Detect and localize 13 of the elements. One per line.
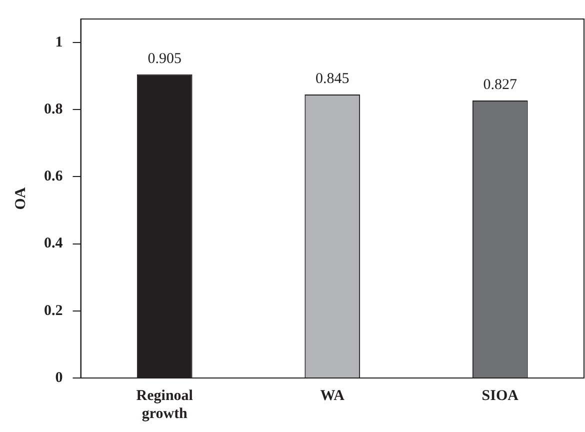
y-tick-label: 0.6 <box>44 168 64 185</box>
data-label: 0.845 <box>316 70 350 87</box>
y-tick-label: 0.2 <box>44 302 63 319</box>
x-tick-label: WA <box>320 388 345 404</box>
x-tick-label: Reginoal growth <box>136 388 193 422</box>
y-tick-label: 0 <box>55 370 63 386</box>
y-tick-label: 0.4 <box>44 236 64 252</box>
data-label: 0.905 <box>148 50 182 67</box>
y-tick-label: 0.8 <box>44 101 63 118</box>
y-axis-title: OA <box>12 187 29 210</box>
y-tick-label: 1 <box>55 34 63 50</box>
x-tick-label: SIOA <box>482 388 519 404</box>
data-label: 0.827 <box>483 76 518 93</box>
